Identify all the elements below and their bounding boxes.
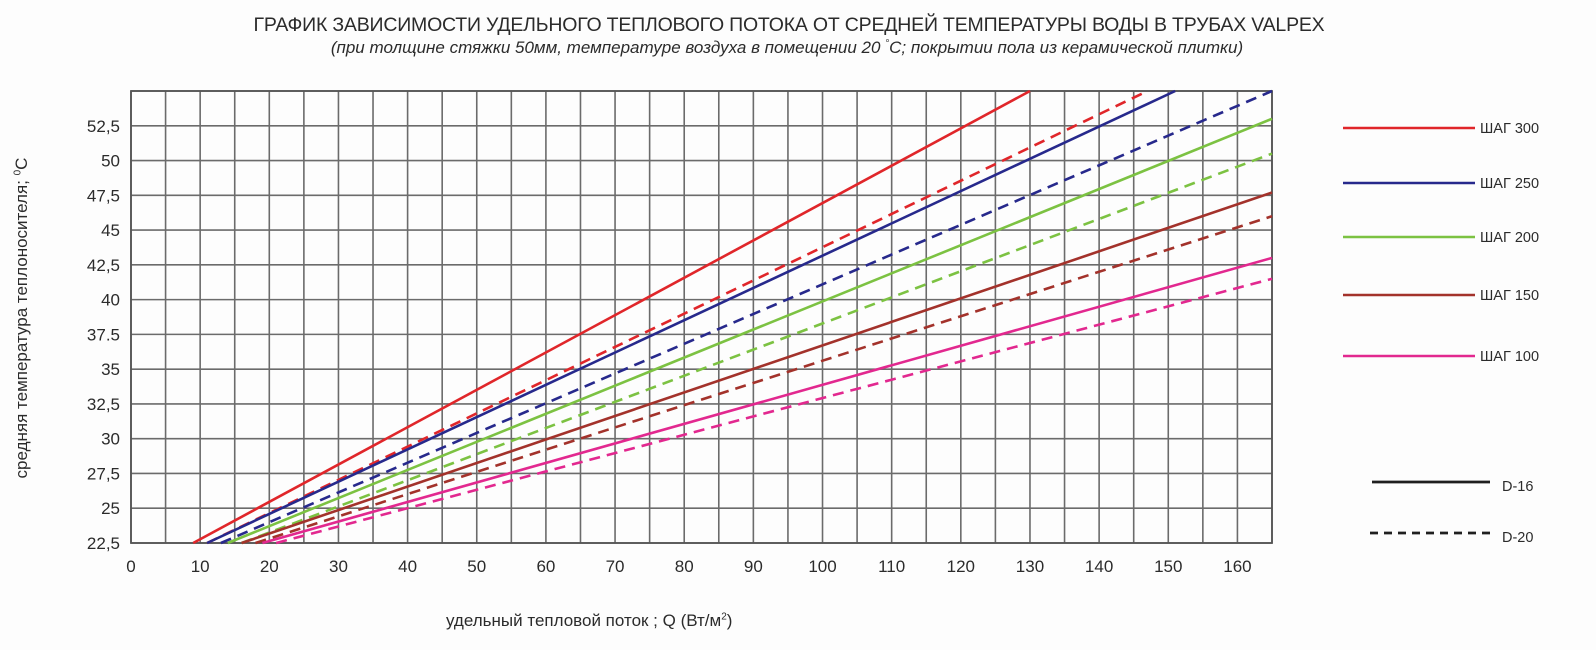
legend-item: ШАГ 250 — [1343, 176, 1539, 192]
y-tick-label: 22,5 — [87, 534, 120, 553]
series-line — [227, 117, 1273, 545]
x-axis-label: удельный тепловой поток ; Q (Вт/м2) — [446, 611, 733, 630]
x-tick-label: 90 — [744, 557, 763, 576]
legend-label: ШАГ 150 — [1480, 288, 1539, 304]
x-tick-label: 60 — [536, 557, 555, 576]
y-tick-label: 25 — [101, 499, 120, 518]
plot-grid — [130, 90, 1273, 544]
y-tick-label: 32,5 — [87, 395, 120, 414]
legend-label: D-16 — [1502, 479, 1533, 495]
series-line — [262, 256, 1273, 545]
x-tick-label: 160 — [1223, 557, 1251, 576]
y-tick-label: 30 — [101, 430, 120, 449]
legend: ШАГ 300 ШАГ 250 ШАГ 200 ШАГ 150 ШАГ 100 D-16 D… — [1343, 121, 1539, 546]
chart-title: ГРАФИК ЗАВИСИМОСТИ УДЕЛЬНОГО ТЕПЛОВОГО П… — [253, 14, 1325, 36]
y-tick-label: 45 — [101, 221, 120, 240]
series-line — [275, 277, 1273, 545]
legend-label: D-20 — [1502, 530, 1533, 546]
x-tick-label: 20 — [260, 557, 279, 576]
x-tick-label: 130 — [1016, 557, 1044, 576]
legend-item: D-20 — [1370, 530, 1533, 546]
series-line — [206, 89, 1176, 545]
x-tick-label: 150 — [1154, 557, 1182, 576]
x-tick-label: 140 — [1085, 557, 1113, 576]
legend-item: ШАГ 200 — [1343, 230, 1539, 246]
legend-item: ШАГ 100 — [1343, 349, 1539, 365]
legend-item: D-16 — [1372, 479, 1533, 495]
x-tick-label: 80 — [675, 557, 694, 576]
series-line — [241, 191, 1273, 545]
chart-subtitle: (при толщине стяжки 50мм, температуре во… — [330, 38, 1244, 57]
y-tick-label: 27,5 — [87, 464, 120, 483]
plot-frame — [130, 90, 1273, 544]
series-line — [206, 89, 1149, 545]
y-tick-label: 42,5 — [87, 256, 120, 275]
x-tick-label: 0 — [126, 557, 135, 576]
y-tick-label: 40 — [101, 291, 120, 310]
series-line — [255, 214, 1273, 545]
series-line — [241, 152, 1273, 545]
x-tick-label: 110 — [878, 557, 905, 576]
series-line — [220, 89, 1273, 545]
x-tick-label: 10 — [191, 557, 210, 576]
x-tick-label: 70 — [606, 557, 625, 576]
y-tick-label: 52,5 — [87, 117, 120, 136]
legend-item: ШАГ 300 — [1343, 121, 1539, 137]
x-axis-ticks: 0 10 20 30 40 50 60 70 80 90 100 110 120 130 140 150 160 — [126, 557, 1251, 576]
x-tick-label: 120 — [947, 557, 975, 576]
y-tick-label: 50 — [101, 152, 120, 171]
legend-label: ШАГ 300 — [1480, 121, 1539, 137]
series-line — [192, 89, 1031, 545]
legend-label: ШАГ 200 — [1480, 230, 1539, 246]
x-tick-label: 50 — [467, 557, 486, 576]
y-tick-label: 47,5 — [87, 186, 120, 205]
x-tick-label: 30 — [329, 557, 348, 576]
y-tick-label: 35 — [101, 360, 120, 379]
legend-label: ШАГ 100 — [1480, 349, 1539, 365]
y-axis-ticks: 22,5 25 27,5 30 32,5 35 37.5 40 42,5 45 47,5 50 52,5 — [87, 117, 120, 553]
y-tick-label: 37.5 — [87, 325, 120, 344]
legend-label: ШАГ 250 — [1480, 176, 1539, 192]
plot-series — [192, 89, 1273, 545]
x-tick-label: 100 — [808, 557, 836, 576]
legend-item: ШАГ 150 — [1343, 288, 1539, 304]
x-tick-label: 40 — [398, 557, 417, 576]
